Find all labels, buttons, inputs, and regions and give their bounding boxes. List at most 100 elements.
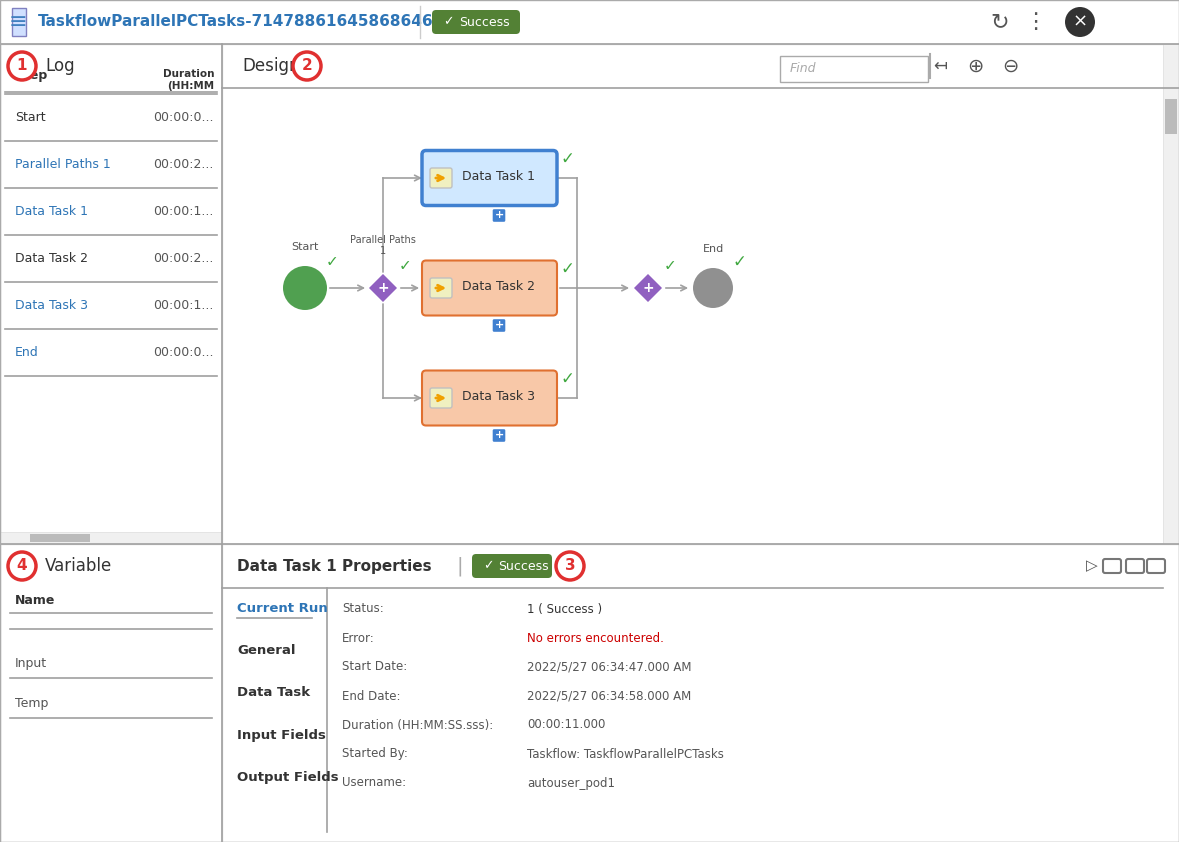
FancyBboxPatch shape xyxy=(492,429,506,443)
Text: 00:00:2...: 00:00:2... xyxy=(153,158,215,171)
FancyBboxPatch shape xyxy=(472,554,552,578)
Text: ✓: ✓ xyxy=(560,259,574,278)
Text: Data Task 1 Properties: Data Task 1 Properties xyxy=(237,558,432,573)
Text: ×: × xyxy=(1073,13,1087,31)
Text: Username:: Username: xyxy=(342,776,406,790)
Text: Start: Start xyxy=(291,242,318,252)
FancyBboxPatch shape xyxy=(430,388,452,408)
Text: End: End xyxy=(703,244,724,254)
Text: ▷: ▷ xyxy=(1086,558,1098,573)
Text: Variable: Variable xyxy=(45,557,112,575)
Text: Taskflow: TaskflowParallelPCTasks: Taskflow: TaskflowParallelPCTasks xyxy=(527,748,724,760)
Text: Output Fields: Output Fields xyxy=(237,770,338,784)
Text: ✓: ✓ xyxy=(732,253,746,271)
Text: Step: Step xyxy=(15,70,47,83)
Text: TaskflowParallelPCTasks-714788616458686464: TaskflowParallelPCTasks-7147886164586864… xyxy=(38,14,444,29)
Text: ⊖: ⊖ xyxy=(1002,56,1019,76)
Text: ✓: ✓ xyxy=(399,258,411,274)
FancyBboxPatch shape xyxy=(492,209,506,222)
Text: Temp: Temp xyxy=(15,697,48,711)
Circle shape xyxy=(283,266,327,310)
Text: Duration
(HH:MM: Duration (HH:MM xyxy=(163,69,215,91)
Text: ✓: ✓ xyxy=(664,258,677,274)
Circle shape xyxy=(294,52,321,80)
Text: ✓: ✓ xyxy=(560,370,574,387)
FancyBboxPatch shape xyxy=(432,10,520,34)
Circle shape xyxy=(556,552,584,580)
FancyBboxPatch shape xyxy=(422,151,556,205)
Circle shape xyxy=(693,268,733,308)
Text: Find: Find xyxy=(790,62,817,76)
Circle shape xyxy=(1065,7,1095,37)
Bar xyxy=(0,0,1179,44)
Text: ⊕: ⊕ xyxy=(967,56,983,76)
Text: Start Date:: Start Date: xyxy=(342,660,407,674)
Polygon shape xyxy=(368,273,399,303)
Text: +: + xyxy=(494,210,503,221)
Text: 2: 2 xyxy=(302,58,312,73)
Text: 1 ( Success ): 1 ( Success ) xyxy=(527,603,602,616)
Text: Input Fields: Input Fields xyxy=(237,728,325,742)
Bar xyxy=(0,544,222,842)
Text: Parallel Paths
1: Parallel Paths 1 xyxy=(350,235,416,256)
FancyBboxPatch shape xyxy=(430,278,452,298)
Bar xyxy=(0,44,222,544)
Text: Data Task 2: Data Task 2 xyxy=(462,280,535,292)
FancyBboxPatch shape xyxy=(422,370,556,425)
Bar xyxy=(1165,99,1177,134)
Bar xyxy=(780,56,928,82)
Text: End: End xyxy=(15,346,39,359)
Text: 2022/5/27 06:34:58.000 AM: 2022/5/27 06:34:58.000 AM xyxy=(527,690,691,702)
Text: Started By:: Started By: xyxy=(342,748,408,760)
Text: 2022/5/27 06:34:47.000 AM: 2022/5/27 06:34:47.000 AM xyxy=(527,660,692,674)
Text: autouser_pod1: autouser_pod1 xyxy=(527,776,615,790)
Text: ✓: ✓ xyxy=(483,559,494,573)
Bar xyxy=(12,8,26,36)
Bar xyxy=(1162,44,1179,544)
Text: Data Task: Data Task xyxy=(237,686,310,700)
FancyBboxPatch shape xyxy=(422,260,556,316)
Text: Data Task 3: Data Task 3 xyxy=(462,390,535,402)
Text: 00:00:1...: 00:00:1... xyxy=(153,299,215,312)
Text: Data Task 2: Data Task 2 xyxy=(15,252,88,265)
Text: +: + xyxy=(377,281,389,295)
Polygon shape xyxy=(633,273,663,303)
Text: Current Run: Current Run xyxy=(237,603,328,616)
Text: 1: 1 xyxy=(17,58,27,73)
Text: Start: Start xyxy=(15,111,46,124)
Text: 00:00:1...: 00:00:1... xyxy=(153,205,215,218)
Text: Status:: Status: xyxy=(342,603,383,616)
Circle shape xyxy=(8,552,37,580)
Text: Parallel Paths 1: Parallel Paths 1 xyxy=(15,158,111,171)
Text: |: | xyxy=(456,557,463,576)
Text: ↤: ↤ xyxy=(933,57,947,75)
Text: ✓: ✓ xyxy=(560,150,574,168)
Text: 00:00:0...: 00:00:0... xyxy=(153,346,215,359)
Text: 00:00:2...: 00:00:2... xyxy=(153,252,215,265)
Text: 4: 4 xyxy=(17,558,27,573)
FancyBboxPatch shape xyxy=(430,168,452,188)
Bar xyxy=(29,534,90,542)
Text: +: + xyxy=(494,321,503,331)
Circle shape xyxy=(8,52,37,80)
Text: Success: Success xyxy=(459,15,509,29)
Text: Log: Log xyxy=(45,57,74,75)
Text: Data Task 3: Data Task 3 xyxy=(15,299,88,312)
Text: Data Task 1: Data Task 1 xyxy=(15,205,88,218)
Text: Design: Design xyxy=(242,57,299,75)
Text: 00:00:11.000: 00:00:11.000 xyxy=(527,718,605,732)
Text: End Date:: End Date: xyxy=(342,690,401,702)
Bar xyxy=(0,532,222,544)
Text: General: General xyxy=(237,644,296,658)
Text: ✓: ✓ xyxy=(325,254,338,269)
Text: No errors encountered.: No errors encountered. xyxy=(527,632,664,644)
Text: 3: 3 xyxy=(565,558,575,573)
Text: 00:00:0...: 00:00:0... xyxy=(153,111,215,124)
Bar xyxy=(222,544,1179,842)
Text: ≡: ≡ xyxy=(8,12,27,32)
Text: Success: Success xyxy=(498,559,548,573)
Text: ✓: ✓ xyxy=(443,15,454,29)
FancyBboxPatch shape xyxy=(492,318,506,333)
Text: Data Task 1: Data Task 1 xyxy=(462,169,535,183)
Text: +: + xyxy=(494,430,503,440)
